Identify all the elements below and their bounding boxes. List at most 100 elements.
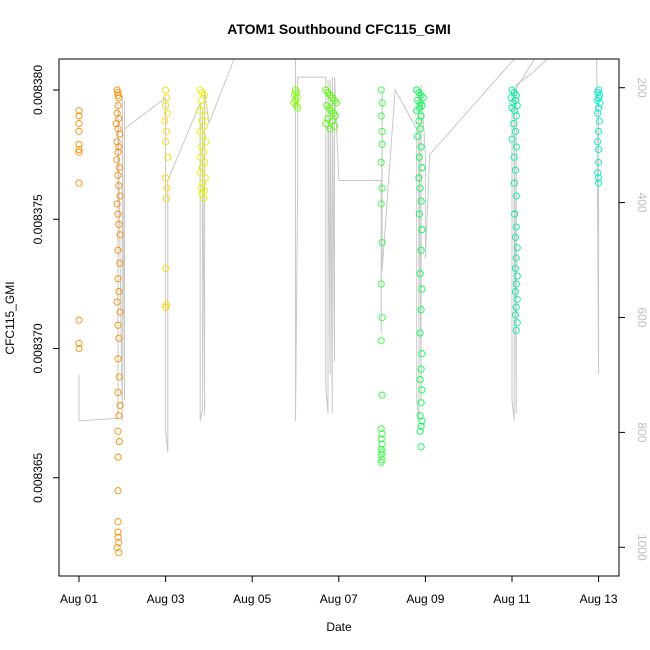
data-point <box>378 440 386 448</box>
data-point <box>116 192 124 200</box>
data-point <box>511 264 520 272</box>
data-point <box>114 528 122 536</box>
data-point <box>201 91 209 99</box>
data-point <box>595 179 603 187</box>
data-point <box>114 210 122 218</box>
data-point <box>418 417 426 425</box>
data-point <box>114 275 122 283</box>
data-point <box>415 153 423 161</box>
data-point <box>417 399 425 407</box>
secondary-tick-label: 400 <box>635 193 649 213</box>
data-point <box>322 120 330 128</box>
data-point <box>75 179 83 187</box>
data-point <box>377 450 385 459</box>
data-point <box>323 101 331 110</box>
data-point <box>378 430 386 438</box>
data-point <box>416 375 424 384</box>
data-point <box>377 86 385 94</box>
data-point <box>163 184 171 192</box>
data-point <box>115 438 123 446</box>
data-point <box>378 127 386 135</box>
data-point <box>116 231 124 239</box>
data-point <box>115 182 123 190</box>
data-point <box>513 272 521 280</box>
data-point <box>112 120 120 128</box>
data-point <box>114 453 122 461</box>
data-point <box>115 373 123 381</box>
data-point <box>511 127 520 135</box>
data-point <box>512 112 520 120</box>
data-point <box>75 107 83 115</box>
y-tick-label: 0.008380 <box>31 65 45 115</box>
y-axis: 0.008365 0.008370 0.008375 0.008380 <box>31 65 60 503</box>
data-point <box>511 107 519 115</box>
data-point <box>162 138 170 146</box>
data-point <box>114 171 122 179</box>
data-point <box>596 99 604 107</box>
data-point <box>513 319 521 327</box>
data-point <box>508 104 516 112</box>
data-point <box>512 143 520 151</box>
data-point <box>413 107 421 115</box>
data-point <box>113 109 121 117</box>
profile-line <box>78 59 600 452</box>
data-point <box>594 138 602 146</box>
data-point <box>333 99 341 107</box>
data-point <box>162 174 170 182</box>
data-point <box>162 195 171 203</box>
data-point <box>113 138 121 146</box>
series-0 <box>75 107 83 353</box>
data-point <box>416 427 424 435</box>
data-point <box>416 125 424 133</box>
data-point <box>511 311 520 319</box>
data-points <box>75 86 604 557</box>
data-point <box>377 112 385 120</box>
data-point <box>114 246 122 254</box>
data-point <box>290 99 298 107</box>
plot-frame <box>58 58 620 577</box>
data-point <box>513 295 521 303</box>
data-point <box>595 127 603 135</box>
data-point <box>377 337 385 345</box>
data-point <box>417 246 425 254</box>
data-point <box>418 386 426 394</box>
data-point <box>417 306 425 314</box>
data-point <box>377 200 385 208</box>
data-point <box>510 153 518 161</box>
data-point <box>164 153 172 161</box>
x-tick-label: Aug 01 <box>60 592 98 606</box>
data-point <box>419 94 427 102</box>
data-point <box>113 544 121 552</box>
data-point <box>75 339 83 347</box>
data-point <box>115 412 123 420</box>
data-point <box>201 112 209 120</box>
data-point <box>114 125 122 133</box>
data-point <box>75 316 83 324</box>
data-point <box>162 94 171 102</box>
data-point <box>416 270 424 278</box>
data-point <box>414 96 422 104</box>
secondary-tick-label: 1000 <box>635 534 649 561</box>
data-point <box>510 120 518 128</box>
data-point <box>511 166 520 174</box>
data-point <box>417 365 425 373</box>
data-point <box>378 238 386 247</box>
data-point <box>116 401 124 409</box>
data-point <box>595 117 604 125</box>
data-point <box>595 104 603 112</box>
series-7 <box>413 86 427 451</box>
data-point <box>417 422 425 430</box>
x-axis-label: Date <box>326 620 352 634</box>
data-point <box>116 308 124 316</box>
data-point <box>114 148 122 156</box>
data-point <box>199 179 207 187</box>
x-tick-label: Aug 07 <box>320 592 358 606</box>
y-axis-label: CFC115_GMI <box>3 281 17 354</box>
data-point <box>75 344 83 353</box>
data-point <box>75 145 83 154</box>
data-point <box>161 117 169 125</box>
data-point <box>416 412 424 420</box>
data-point <box>377 280 385 288</box>
data-point <box>593 96 601 104</box>
